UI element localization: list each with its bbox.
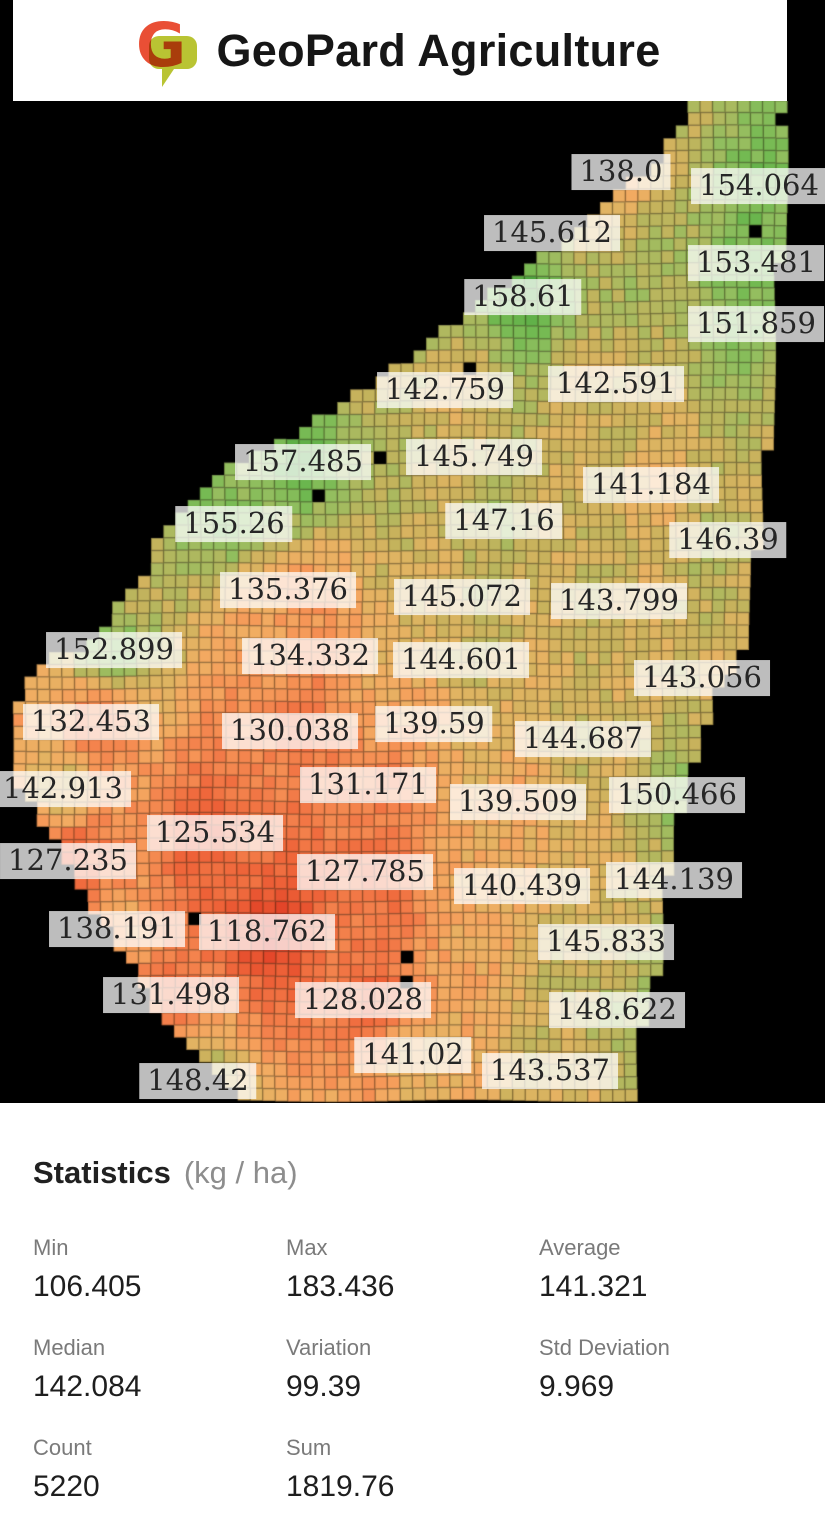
- zone-value-label: 135.376: [220, 572, 356, 608]
- zone-value-label: 144.687: [515, 721, 651, 757]
- stat-value: 5220: [33, 1470, 100, 1503]
- stat-label: Max: [286, 1235, 328, 1260]
- app-header: G GeoPard Agriculture: [13, 0, 787, 101]
- zone-value-label: 152.899: [46, 632, 182, 668]
- zone-value-label: 128.028: [295, 982, 431, 1018]
- zone-value-label: 142.591: [548, 366, 684, 402]
- app-title: GeoPard Agriculture: [216, 24, 661, 76]
- zone-value-label: 148.42: [139, 1063, 257, 1099]
- zone-value-label: 131.498: [103, 977, 239, 1013]
- zone-value-label: 132.453: [23, 704, 159, 740]
- zone-value-label: 158.61: [464, 279, 582, 315]
- zone-value-label: 151.859: [688, 306, 824, 342]
- zone-value-label: 145.749: [406, 439, 542, 475]
- stat-value: 183.436: [286, 1270, 395, 1303]
- zone-value-label: 131.171: [300, 767, 436, 803]
- stat-item-std-deviation: Std Deviation 9.969: [539, 1335, 792, 1404]
- zone-value-label: 143.537: [482, 1053, 618, 1089]
- zone-value-label: 143.056: [634, 660, 770, 696]
- stat-label: Median: [33, 1335, 106, 1360]
- zone-value-label: 118.762: [199, 914, 335, 950]
- zone-value-label: 144.139: [606, 862, 742, 898]
- stat-value: 141.321: [539, 1270, 648, 1303]
- zone-value-label: 139.59: [375, 706, 493, 742]
- zone-value-label: 138.0: [571, 154, 671, 190]
- zone-value-label: 145.612: [484, 215, 620, 251]
- statistics-title-row: Statistics (kg / ha): [33, 1155, 792, 1191]
- zone-value-label: 146.39: [669, 522, 787, 558]
- stat-label: Min: [33, 1235, 69, 1260]
- zone-value-label: 143.799: [551, 583, 687, 619]
- stat-item-average: Average 141.321: [539, 1235, 792, 1304]
- zone-value-label: 127.235: [0, 843, 136, 879]
- zone-value-label: 155.26: [175, 506, 293, 542]
- zone-value-label: 140.439: [454, 868, 590, 904]
- statistics-unit: (kg / ha): [183, 1155, 298, 1190]
- geopard-logo-icon: G: [139, 13, 198, 87]
- zone-value-label: 142.913: [0, 771, 131, 807]
- zone-value-label: 134.332: [242, 638, 378, 674]
- stat-item-median: Median 142.084: [33, 1335, 286, 1404]
- zone-value-label: 150.466: [609, 777, 745, 813]
- stat-value: 99.39: [286, 1370, 362, 1403]
- stat-item-sum: Sum 1819.76: [286, 1435, 539, 1504]
- stat-value: 1819.76: [286, 1470, 395, 1503]
- stat-item-variation: Variation 99.39: [286, 1335, 539, 1404]
- zone-value-label: 148.622: [549, 992, 685, 1028]
- zone-value-label: 154.064: [691, 168, 825, 204]
- statistics-panel: Statistics (kg / ha) Min 106.405 Max 183.43…: [0, 1103, 825, 1536]
- zone-value-label: 153.481: [688, 245, 824, 281]
- zone-value-label: 139.509: [450, 784, 586, 820]
- zone-value-label: 145.072: [394, 579, 530, 615]
- stat-item-min: Min 106.405: [33, 1235, 286, 1304]
- zone-value-label: 147.16: [445, 503, 563, 539]
- stat-label: Std Deviation: [539, 1335, 670, 1360]
- stat-value: 142.084: [33, 1370, 142, 1403]
- stat-item-count: Count 5220: [33, 1435, 286, 1504]
- zone-value-label: 138.191: [49, 911, 185, 947]
- zone-value-label: 141.02: [354, 1037, 472, 1073]
- zone-value-label: 141.184: [583, 467, 719, 503]
- zone-value-label: 130.038: [222, 713, 358, 749]
- stat-value: 106.405: [33, 1270, 142, 1303]
- zone-value-label: 142.759: [377, 372, 513, 408]
- stat-label: Average: [539, 1235, 621, 1260]
- field-map[interactable]: 138.0 154.064 145.612 153.481 158.61 151.859 1…: [0, 101, 825, 1103]
- zone-value-label: 145.833: [538, 924, 674, 960]
- zone-value-label: 125.534: [147, 815, 283, 851]
- zone-value-label: 157.485: [235, 444, 371, 480]
- statistics-grid: Min 106.405 Max 183.436 Average 141.321 Median…: [33, 1235, 792, 1504]
- stat-label: Variation: [286, 1335, 372, 1360]
- statistics-title: Statistics: [33, 1155, 171, 1190]
- stat-label: Count: [33, 1435, 92, 1460]
- zone-value-label: 127.785: [297, 854, 433, 890]
- stat-value: 9.969: [539, 1370, 615, 1403]
- stat-label: Sum: [286, 1435, 332, 1460]
- zone-value-label: 144.601: [393, 642, 529, 678]
- stat-item-max: Max 183.436: [286, 1235, 539, 1304]
